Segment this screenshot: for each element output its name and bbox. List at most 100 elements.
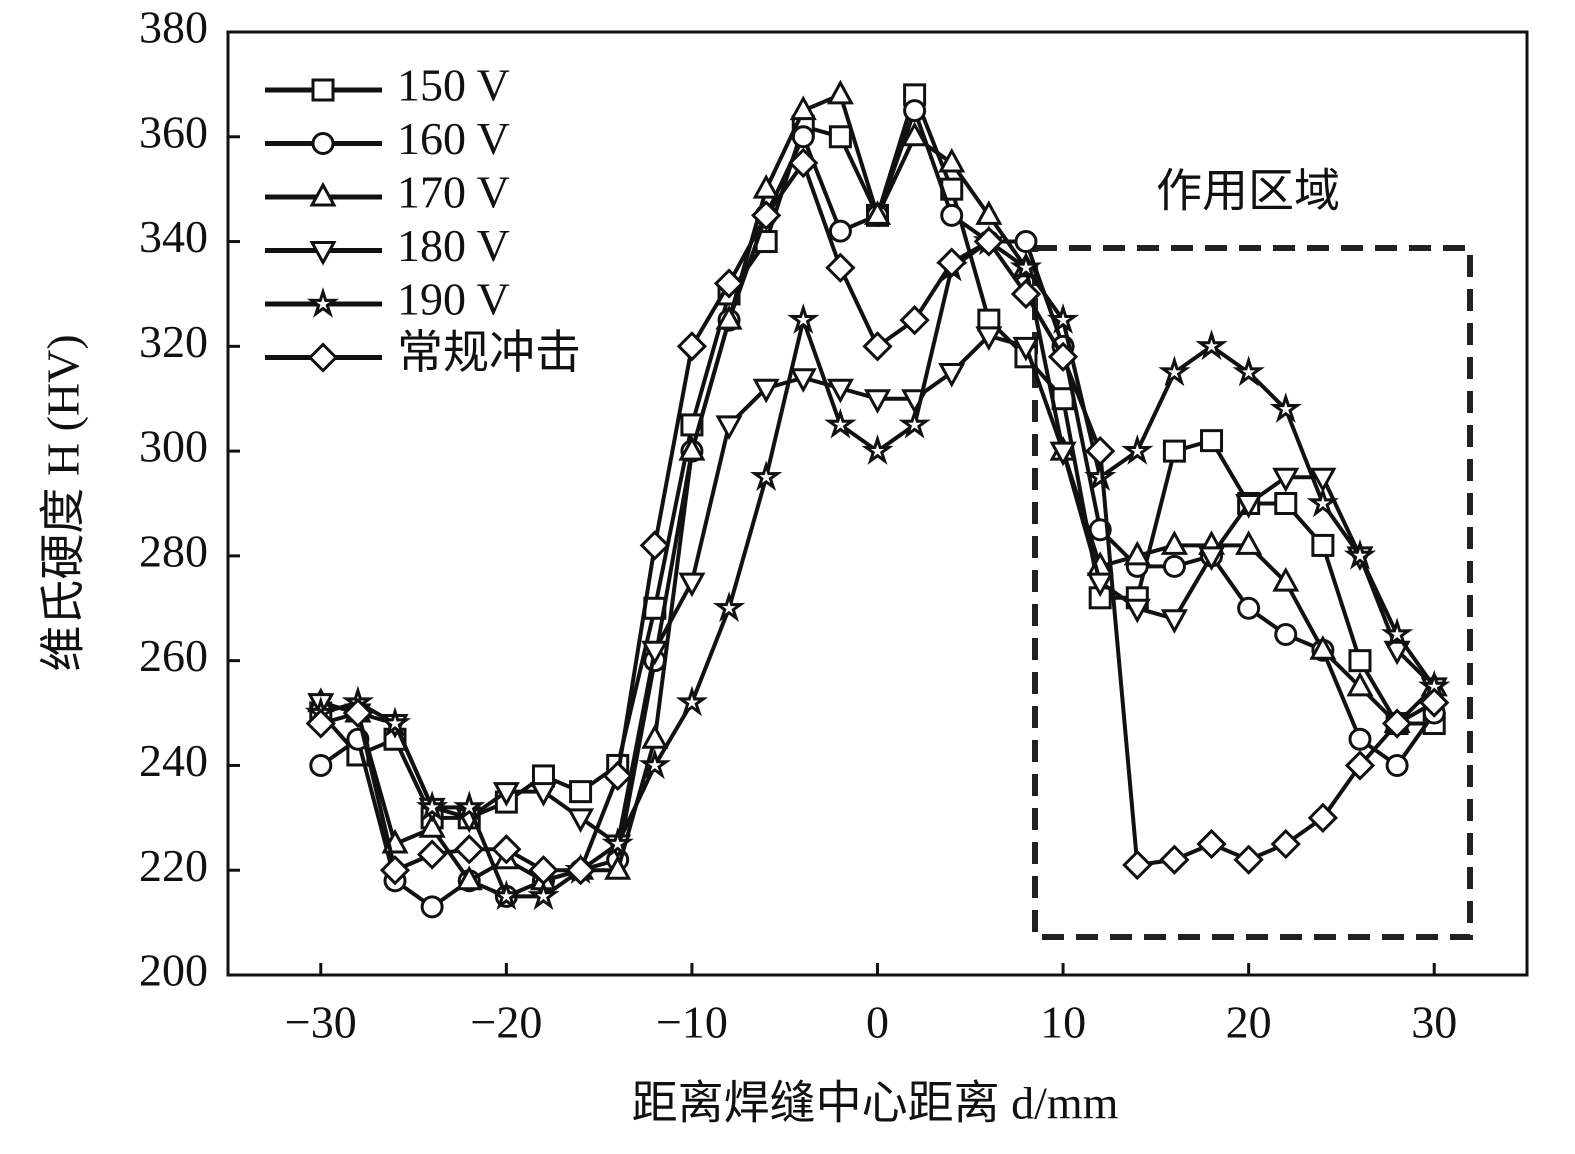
data-point (973, 226, 1004, 257)
data-point (417, 839, 448, 870)
data-point (940, 203, 964, 227)
data-point (1306, 486, 1340, 518)
data-point (1086, 572, 1114, 598)
legend-label: 常规冲击 (397, 327, 581, 378)
data-point (1272, 467, 1300, 493)
data-point (1009, 250, 1043, 282)
data-point (1233, 844, 1264, 875)
data-point (936, 247, 967, 278)
data-point (490, 879, 523, 911)
data-point (1196, 828, 1227, 860)
data-point (1123, 540, 1151, 566)
data-point (750, 460, 783, 492)
data-point (638, 748, 671, 780)
data-point (828, 125, 852, 149)
data-point (1385, 753, 1409, 777)
data-point (1121, 434, 1154, 465)
y-tick-label: 260 (139, 630, 208, 681)
data-point (1047, 341, 1079, 372)
data-point (903, 99, 927, 123)
data-point (604, 855, 632, 880)
data-point (415, 790, 449, 822)
data-point (678, 435, 706, 461)
x-tick-label: −20 (470, 997, 542, 1048)
data-point (791, 125, 815, 149)
legend-marker (309, 181, 337, 207)
legend-label: 150 V (397, 60, 510, 111)
region-box (1032, 245, 1473, 940)
data-point (491, 834, 522, 865)
x-tick-label: 20 (1226, 997, 1272, 1048)
data-point (1348, 649, 1372, 673)
data-point (861, 434, 894, 465)
data-point (752, 378, 780, 404)
data-point (1270, 828, 1301, 860)
data-point (863, 200, 892, 225)
data-point (752, 174, 780, 199)
data-point (1158, 355, 1191, 387)
data-point (789, 95, 817, 121)
data-point (824, 407, 857, 439)
data-point (1084, 460, 1117, 492)
data-point (1269, 392, 1302, 423)
data-point (1346, 671, 1374, 697)
data-point (898, 407, 931, 439)
data-point (1309, 635, 1337, 660)
data-point (788, 147, 819, 179)
data-point (1307, 802, 1338, 833)
data-point (454, 834, 485, 865)
data-point (787, 303, 820, 334)
data-point (1162, 554, 1186, 578)
data-point (1010, 278, 1042, 310)
y-tick-label: 220 (139, 840, 208, 891)
annotation: 作用区域 (1156, 166, 1340, 217)
data-point (1344, 750, 1376, 781)
data-point (602, 760, 633, 792)
data-point (1274, 622, 1298, 646)
data-point (601, 827, 634, 858)
data-point (1085, 435, 1116, 467)
x-tick-label: 10 (1040, 997, 1086, 1048)
data-point (1014, 230, 1038, 254)
data-point (712, 591, 746, 623)
data-point (527, 879, 560, 911)
data-point (641, 640, 669, 666)
y-tick-label: 320 (139, 316, 208, 367)
data-point (1235, 530, 1263, 555)
data-point (1383, 640, 1411, 666)
data-point (492, 782, 520, 807)
data-point (938, 147, 966, 173)
data-point (715, 305, 743, 330)
legend-marker (311, 78, 335, 102)
data-point (565, 855, 596, 886)
data-point (901, 121, 929, 147)
data-point (1419, 687, 1450, 718)
data-point (1272, 566, 1300, 592)
data-point (569, 780, 593, 804)
data-point (1274, 492, 1298, 515)
data-point (305, 708, 336, 739)
data-point (1159, 844, 1190, 875)
data-point (899, 305, 930, 336)
data-point (1200, 429, 1224, 453)
x-tick-label: −10 (656, 997, 728, 1048)
data-point (1162, 439, 1186, 463)
data-point (825, 252, 856, 283)
y-tick-label: 240 (139, 735, 208, 786)
data-point (1343, 538, 1377, 570)
data-point (678, 572, 706, 598)
data-point (453, 790, 486, 822)
y-tick-label: 280 (139, 525, 208, 576)
data-point (639, 530, 670, 561)
data-point (1235, 494, 1263, 519)
data-point (938, 363, 966, 388)
data-point (1380, 617, 1414, 649)
legend-label: 180 V (397, 220, 510, 271)
data-point (1160, 609, 1188, 634)
x-tick-label: −30 (285, 997, 357, 1048)
legend-marker (306, 287, 340, 318)
legend-label: 160 V (397, 113, 510, 164)
data-point (975, 326, 1003, 351)
y-tick-label: 360 (139, 106, 208, 157)
